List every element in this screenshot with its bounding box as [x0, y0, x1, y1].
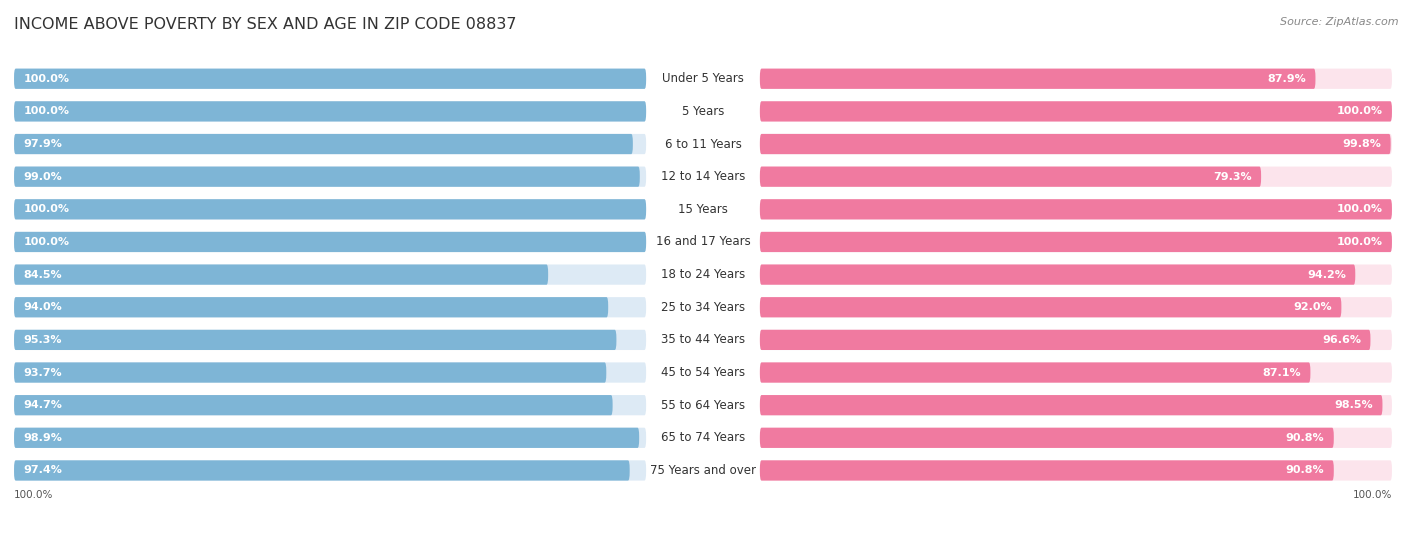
Text: 100.0%: 100.0% [24, 74, 69, 84]
FancyBboxPatch shape [14, 232, 647, 252]
FancyBboxPatch shape [14, 167, 640, 187]
FancyBboxPatch shape [14, 461, 630, 481]
FancyBboxPatch shape [759, 428, 1334, 448]
Text: 65 to 74 Years: 65 to 74 Years [661, 432, 745, 444]
FancyBboxPatch shape [14, 264, 647, 285]
Text: 6 to 11 Years: 6 to 11 Years [665, 138, 741, 150]
Text: 93.7%: 93.7% [24, 367, 62, 377]
Text: 97.9%: 97.9% [24, 139, 62, 149]
Text: 100.0%: 100.0% [14, 490, 53, 500]
FancyBboxPatch shape [14, 134, 647, 154]
FancyBboxPatch shape [759, 232, 1392, 252]
FancyBboxPatch shape [759, 69, 1392, 89]
Text: 96.6%: 96.6% [1322, 335, 1361, 345]
Text: 87.9%: 87.9% [1267, 74, 1306, 84]
FancyBboxPatch shape [759, 199, 1392, 220]
FancyBboxPatch shape [759, 134, 1392, 154]
Text: 35 to 44 Years: 35 to 44 Years [661, 333, 745, 347]
FancyBboxPatch shape [14, 199, 647, 220]
FancyBboxPatch shape [14, 69, 647, 89]
FancyBboxPatch shape [759, 69, 1316, 89]
Text: INCOME ABOVE POVERTY BY SEX AND AGE IN ZIP CODE 08837: INCOME ABOVE POVERTY BY SEX AND AGE IN Z… [14, 17, 516, 32]
FancyBboxPatch shape [759, 461, 1392, 481]
FancyBboxPatch shape [14, 69, 647, 89]
FancyBboxPatch shape [759, 264, 1355, 285]
FancyBboxPatch shape [14, 297, 647, 318]
FancyBboxPatch shape [14, 428, 647, 448]
FancyBboxPatch shape [759, 428, 1392, 448]
Text: 94.2%: 94.2% [1308, 269, 1346, 280]
Text: 84.5%: 84.5% [24, 269, 62, 280]
Text: 100.0%: 100.0% [24, 205, 69, 214]
FancyBboxPatch shape [14, 297, 609, 318]
FancyBboxPatch shape [14, 461, 647, 481]
FancyBboxPatch shape [14, 428, 640, 448]
Text: 90.8%: 90.8% [1285, 433, 1324, 443]
Text: 75 Years and over: 75 Years and over [650, 464, 756, 477]
Text: Under 5 Years: Under 5 Years [662, 72, 744, 86]
FancyBboxPatch shape [759, 395, 1382, 415]
FancyBboxPatch shape [759, 297, 1341, 318]
Text: 100.0%: 100.0% [1337, 205, 1382, 214]
Text: 99.0%: 99.0% [24, 172, 62, 182]
FancyBboxPatch shape [759, 134, 1391, 154]
Text: 99.8%: 99.8% [1343, 139, 1381, 149]
Text: 92.0%: 92.0% [1294, 302, 1331, 312]
FancyBboxPatch shape [759, 167, 1392, 187]
Text: 100.0%: 100.0% [1337, 106, 1382, 116]
Text: 100.0%: 100.0% [24, 237, 69, 247]
Text: 98.5%: 98.5% [1334, 400, 1374, 410]
FancyBboxPatch shape [14, 232, 647, 252]
FancyBboxPatch shape [759, 264, 1392, 285]
Text: 100.0%: 100.0% [1337, 237, 1382, 247]
FancyBboxPatch shape [759, 362, 1392, 383]
Text: 55 to 64 Years: 55 to 64 Years [661, 399, 745, 411]
FancyBboxPatch shape [759, 461, 1334, 481]
FancyBboxPatch shape [759, 232, 1392, 252]
Text: 5 Years: 5 Years [682, 105, 724, 118]
Text: 100.0%: 100.0% [24, 106, 69, 116]
FancyBboxPatch shape [14, 330, 616, 350]
FancyBboxPatch shape [14, 134, 633, 154]
Text: 15 Years: 15 Years [678, 203, 728, 216]
FancyBboxPatch shape [759, 101, 1392, 121]
Text: 45 to 54 Years: 45 to 54 Years [661, 366, 745, 379]
FancyBboxPatch shape [759, 167, 1261, 187]
FancyBboxPatch shape [14, 395, 647, 415]
Text: 98.9%: 98.9% [24, 433, 62, 443]
Text: 100.0%: 100.0% [1353, 490, 1392, 500]
FancyBboxPatch shape [759, 330, 1371, 350]
FancyBboxPatch shape [14, 362, 647, 383]
FancyBboxPatch shape [759, 362, 1310, 383]
Text: 12 to 14 Years: 12 to 14 Years [661, 170, 745, 183]
Text: 87.1%: 87.1% [1263, 367, 1301, 377]
FancyBboxPatch shape [14, 395, 613, 415]
FancyBboxPatch shape [14, 167, 647, 187]
FancyBboxPatch shape [14, 101, 647, 121]
Text: 94.7%: 94.7% [24, 400, 62, 410]
FancyBboxPatch shape [14, 264, 548, 285]
Text: 25 to 34 Years: 25 to 34 Years [661, 301, 745, 314]
FancyBboxPatch shape [14, 362, 606, 383]
FancyBboxPatch shape [14, 101, 647, 121]
FancyBboxPatch shape [759, 101, 1392, 121]
Text: 18 to 24 Years: 18 to 24 Years [661, 268, 745, 281]
FancyBboxPatch shape [759, 199, 1392, 220]
Text: 16 and 17 Years: 16 and 17 Years [655, 235, 751, 248]
FancyBboxPatch shape [759, 330, 1392, 350]
Text: Source: ZipAtlas.com: Source: ZipAtlas.com [1281, 17, 1399, 27]
Text: 94.0%: 94.0% [24, 302, 62, 312]
FancyBboxPatch shape [759, 395, 1392, 415]
Text: 97.4%: 97.4% [24, 466, 62, 476]
FancyBboxPatch shape [14, 330, 647, 350]
FancyBboxPatch shape [14, 199, 647, 220]
Text: 90.8%: 90.8% [1285, 466, 1324, 476]
Text: 95.3%: 95.3% [24, 335, 62, 345]
Text: 79.3%: 79.3% [1213, 172, 1251, 182]
FancyBboxPatch shape [759, 297, 1392, 318]
